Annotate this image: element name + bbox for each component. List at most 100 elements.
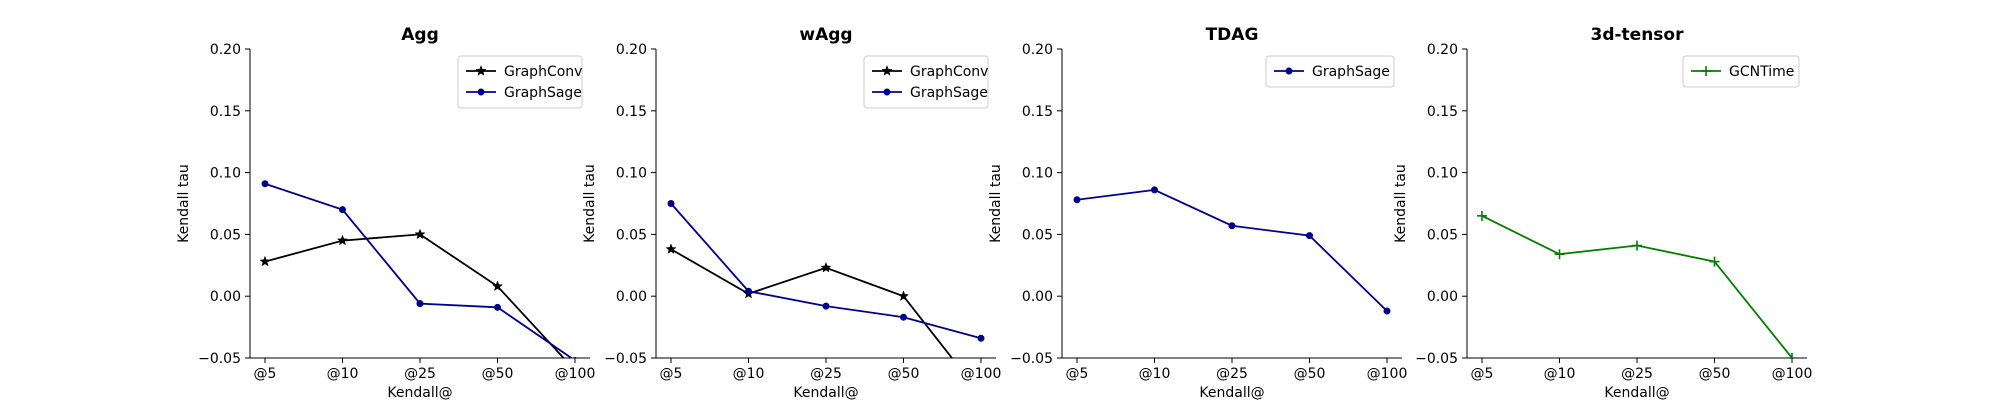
x-tick-label: @5 <box>1471 366 1494 382</box>
data-point-GCNTime <box>1787 353 1797 358</box>
y-tick-label: 0.00 <box>616 289 647 305</box>
y-tick-label: 0.10 <box>1427 166 1458 182</box>
y-tick-label: 0.05 <box>210 227 241 243</box>
legend-marker-GraphSage <box>883 88 891 96</box>
series-GraphSage <box>667 200 985 342</box>
series-line-GraphSage <box>670 202 982 340</box>
y-tick-label: 0.00 <box>210 289 241 305</box>
x-tick-label: @25 <box>1621 366 1653 382</box>
data-point-GCNTime <box>1554 249 1565 260</box>
data-point-GraphConv <box>665 243 677 255</box>
data-point-GraphConv <box>976 390 986 399</box>
x-tick-label: @10 <box>327 366 359 382</box>
x-tick-label: @25 <box>1216 366 1248 382</box>
legend-label: GCNTime <box>1729 64 1794 80</box>
legend-label: GraphConv <box>910 64 988 80</box>
legend-marker-GraphSage <box>1285 67 1293 75</box>
data-point-GraphConv <box>820 261 832 273</box>
x-tick-label: @10 <box>1139 366 1171 382</box>
legend-marker-GraphConv <box>881 65 893 76</box>
chart-panel-1: Agg 0.20 0.15 0.10 0.05 0.00 −0.05 @5 @10 @25 @50 @… <box>176 25 595 400</box>
data-point-GCNTime <box>1632 240 1642 251</box>
legend-label: GraphConv <box>504 64 582 80</box>
y-tick-label: −0.05 <box>1010 351 1053 367</box>
x-axis-label: Kendall@ <box>387 385 452 400</box>
data-point-GraphConv <box>336 234 349 246</box>
data-point-GraphSage <box>261 180 269 188</box>
y-tick-label: −0.05 <box>604 351 647 367</box>
y-tick-label: 0.15 <box>1427 104 1458 120</box>
series-line-GraphSage <box>1076 188 1388 312</box>
legend-marker-GraphConv <box>475 65 487 76</box>
legend-frame <box>1682 55 1800 88</box>
y-tick-label: 0.15 <box>1022 104 1053 120</box>
legend-label: GraphSage <box>1312 64 1390 80</box>
x-tick-label: @25 <box>810 366 842 382</box>
x-tick-label: @100 <box>1772 366 1813 382</box>
legend: GraphConv GraphSage <box>863 55 989 109</box>
data-point-GraphConv <box>897 290 910 301</box>
y-tick-label: 0.20 <box>1022 42 1053 58</box>
y-tick-label: −0.05 <box>198 351 241 367</box>
data-point-GraphSage <box>1383 307 1391 315</box>
x-tick-label: @100 <box>961 366 1002 382</box>
data-point-GraphSage <box>822 302 830 310</box>
x-tick-label: @50 <box>888 366 920 382</box>
x-axis-label: Kendall@ <box>1199 385 1264 400</box>
chart-title: 3d-tensor <box>1591 25 1685 45</box>
legend: GraphConv GraphSage <box>457 55 583 109</box>
data-point-GraphSage <box>667 200 675 207</box>
y-axis-label: Kendall tau <box>582 164 598 243</box>
legend: GCNTime <box>1682 55 1800 88</box>
chart-panel-4: 3d-tensor 0.20 0.15 0.10 0.05 0.00 −0.05 @5 @10 @… <box>1393 25 1812 400</box>
y-tick-label: 0.20 <box>616 42 647 58</box>
x-tick-label: @100 <box>1367 366 1408 382</box>
x-tick-label: @5 <box>660 366 683 382</box>
x-tick-label: @50 <box>1699 366 1731 382</box>
data-point-GraphConv <box>491 280 504 292</box>
y-tick-label: 0.05 <box>1022 227 1053 243</box>
data-point-GraphSage <box>900 313 907 321</box>
series-line-GCNTime <box>1481 215 1793 358</box>
data-point-GraphSage <box>1306 232 1313 240</box>
x-tick-label: @100 <box>555 366 596 382</box>
x-tick-label: @10 <box>733 366 765 382</box>
legend-frame <box>863 55 989 109</box>
legend-marker-GraphSage <box>477 88 485 96</box>
data-point-GraphSage <box>1073 196 1081 204</box>
x-axis-label: Kendall@ <box>793 385 858 400</box>
chart-panel-3: TDAG 0.20 0.15 0.10 0.05 0.00 −0.05 @5 @10 @25 @50… <box>988 25 1407 400</box>
legend-frame <box>457 55 583 109</box>
data-point-GraphSage <box>339 206 346 214</box>
data-point-GraphSage <box>1228 222 1236 230</box>
data-point-GraphConv <box>259 255 271 267</box>
y-axis-label: Kendall tau <box>988 164 1004 243</box>
legend-marker-GCNTime <box>1701 66 1711 76</box>
data-point-GraphSage <box>977 334 985 342</box>
y-axis-label: Kendall tau <box>176 164 192 243</box>
series-GCNTime <box>1477 210 1797 358</box>
series-line-GraphSage <box>264 182 573 358</box>
series-GraphConv <box>259 228 565 358</box>
y-tick-label: 0.15 <box>210 104 241 120</box>
data-point-GraphSage <box>494 303 501 311</box>
x-tick-label: @50 <box>1294 366 1326 382</box>
legend-label: GraphSage <box>504 85 582 101</box>
y-tick-label: 0.15 <box>616 104 647 120</box>
series-GraphSage <box>1073 186 1391 315</box>
y-tick-label: 0.10 <box>210 166 241 182</box>
data-point-GCNTime <box>1477 210 1487 221</box>
x-tick-label: @25 <box>404 366 436 382</box>
legend: GraphSage <box>1265 55 1395 88</box>
chart-panel-2: wAgg 0.20 0.15 0.10 0.05 0.00 −0.05 @5 @10 @25 @50… <box>582 25 1001 400</box>
y-tick-label: 0.05 <box>1427 227 1458 243</box>
data-point-GraphConv <box>414 228 426 240</box>
y-axis-label: Kendall tau <box>1393 164 1409 243</box>
chart-title: TDAG <box>1206 25 1259 45</box>
y-tick-label: 0.05 <box>616 227 647 243</box>
chart-title: wAgg <box>799 25 852 45</box>
legend-frame <box>1265 55 1395 88</box>
series-GraphSage <box>261 180 578 358</box>
chart-title: Agg <box>401 25 439 45</box>
